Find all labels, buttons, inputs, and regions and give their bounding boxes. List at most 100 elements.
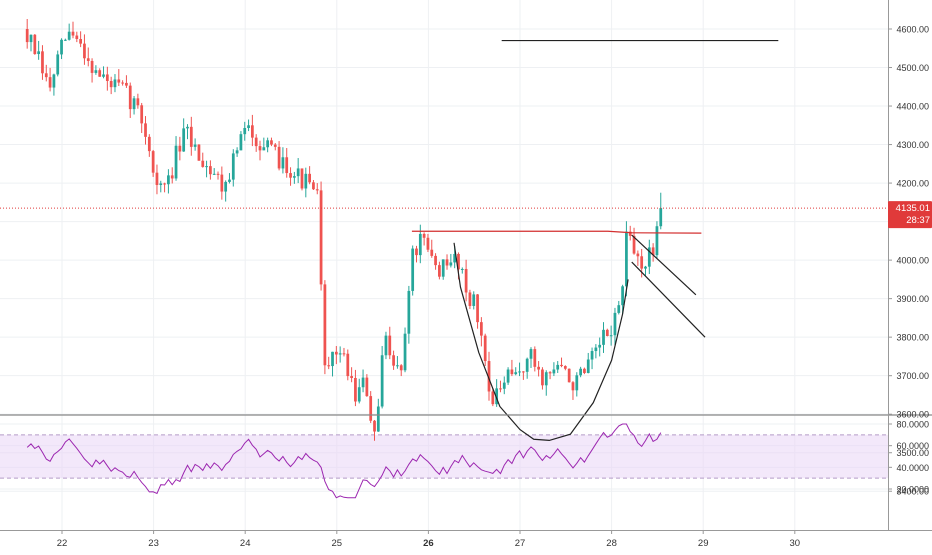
candle-body bbox=[67, 31, 71, 40]
candle-body bbox=[216, 173, 220, 175]
candle-body bbox=[79, 39, 82, 44]
time-tick-label: 28 bbox=[606, 538, 617, 549]
candle-body bbox=[365, 377, 369, 397]
candle-body bbox=[136, 98, 140, 106]
price-axis: 4600.004500.004400.004300.004200.004100.… bbox=[888, 25, 929, 497]
time-tick-label: 26 bbox=[423, 538, 434, 549]
candle-body bbox=[617, 305, 621, 313]
candle-body bbox=[453, 253, 457, 263]
candle-body bbox=[323, 284, 327, 366]
candle-body bbox=[258, 146, 262, 151]
current-price-countdown: 28:37 bbox=[906, 215, 930, 226]
candle-body bbox=[289, 173, 292, 178]
candle-body bbox=[655, 226, 659, 256]
candle-body bbox=[632, 235, 636, 254]
candle-body bbox=[602, 329, 605, 345]
time-tick-label: 23 bbox=[148, 538, 159, 549]
time-axis: 22 23 24 25 26 27 28 29 30 bbox=[57, 530, 800, 549]
candle-body bbox=[583, 368, 586, 373]
time-tick-label: 22 bbox=[57, 538, 68, 549]
grid bbox=[0, 0, 888, 530]
candle-body bbox=[625, 231, 628, 287]
candle-body bbox=[430, 249, 434, 256]
candle-body bbox=[327, 365, 331, 367]
candle-body bbox=[224, 181, 228, 192]
candle-body bbox=[128, 85, 132, 110]
price-tick-label: 4300.00 bbox=[896, 140, 929, 150]
candle-body bbox=[361, 377, 365, 388]
rsi-tick-label: 60.0000 bbox=[896, 441, 929, 451]
candle-body bbox=[636, 253, 640, 257]
candle-body bbox=[411, 248, 415, 291]
candle-body bbox=[71, 31, 75, 36]
candle-body bbox=[300, 168, 304, 189]
candle-body bbox=[52, 74, 56, 88]
candle-body bbox=[243, 127, 247, 135]
candle-body bbox=[254, 137, 258, 147]
candle-body bbox=[163, 183, 166, 185]
price-tick-label: 4500.00 bbox=[896, 63, 929, 73]
candle-body bbox=[525, 358, 529, 372]
main-pane-background bbox=[0, 0, 888, 414]
candle-body bbox=[342, 353, 346, 355]
flag-upper-line bbox=[631, 234, 697, 296]
candle-body bbox=[479, 322, 483, 336]
current-price-label: 4135.01 28:37 bbox=[888, 201, 932, 229]
candle-body bbox=[197, 144, 201, 161]
candle-body bbox=[315, 189, 319, 191]
candle-body bbox=[647, 247, 651, 267]
candle-body bbox=[518, 371, 521, 373]
candle-body bbox=[25, 29, 29, 43]
candle-body bbox=[590, 351, 594, 360]
candle-body bbox=[147, 136, 151, 152]
candle-body bbox=[499, 388, 502, 390]
candle-body bbox=[186, 126, 189, 129]
candle-body bbox=[296, 168, 300, 177]
current-price-value: 4135.01 bbox=[896, 203, 930, 214]
rsi-axis: 80.0000 60.0000 40.0000 20.0000 bbox=[888, 420, 929, 494]
candle-body bbox=[201, 160, 205, 167]
candle-body bbox=[644, 266, 647, 269]
candle-body bbox=[434, 255, 437, 266]
candle-body bbox=[457, 253, 460, 270]
candle-body bbox=[571, 382, 575, 391]
price-tick-label: 4600.00 bbox=[896, 25, 929, 35]
candle-body bbox=[586, 359, 590, 373]
candle-body bbox=[33, 34, 37, 55]
candle-body bbox=[239, 134, 243, 151]
rsi-line bbox=[26, 423, 662, 499]
candle-body bbox=[90, 60, 94, 73]
candle-body bbox=[140, 105, 144, 124]
candle-body bbox=[75, 35, 79, 40]
candle-body bbox=[98, 70, 102, 77]
candle-body bbox=[250, 125, 254, 138]
candle-body bbox=[403, 333, 407, 371]
candle-body bbox=[438, 265, 441, 277]
candle-body bbox=[281, 157, 285, 169]
candle-body bbox=[476, 294, 479, 323]
candle-body bbox=[132, 98, 136, 110]
candle-body bbox=[598, 344, 602, 348]
candle-body bbox=[449, 262, 453, 266]
candle-body bbox=[537, 366, 540, 370]
candle-body bbox=[205, 166, 208, 168]
candle-body bbox=[220, 174, 224, 192]
candle-body bbox=[189, 126, 193, 147]
candle-body bbox=[380, 355, 384, 407]
rsi-tick-label: 20.0000 bbox=[896, 484, 929, 494]
candle-body bbox=[178, 145, 182, 152]
candle-body bbox=[182, 128, 186, 152]
price-tick-label: 3900.00 bbox=[896, 294, 929, 304]
candle-body bbox=[312, 182, 315, 190]
candle-body bbox=[376, 406, 380, 432]
candle-body bbox=[346, 353, 350, 377]
candle-body bbox=[41, 51, 44, 74]
flag-lower-line bbox=[631, 261, 706, 338]
candle-body bbox=[94, 70, 98, 73]
candle-body bbox=[60, 39, 63, 55]
candle-body bbox=[495, 388, 499, 405]
candle-body bbox=[472, 294, 476, 306]
candle-body bbox=[212, 173, 216, 175]
candle-body bbox=[418, 233, 422, 256]
